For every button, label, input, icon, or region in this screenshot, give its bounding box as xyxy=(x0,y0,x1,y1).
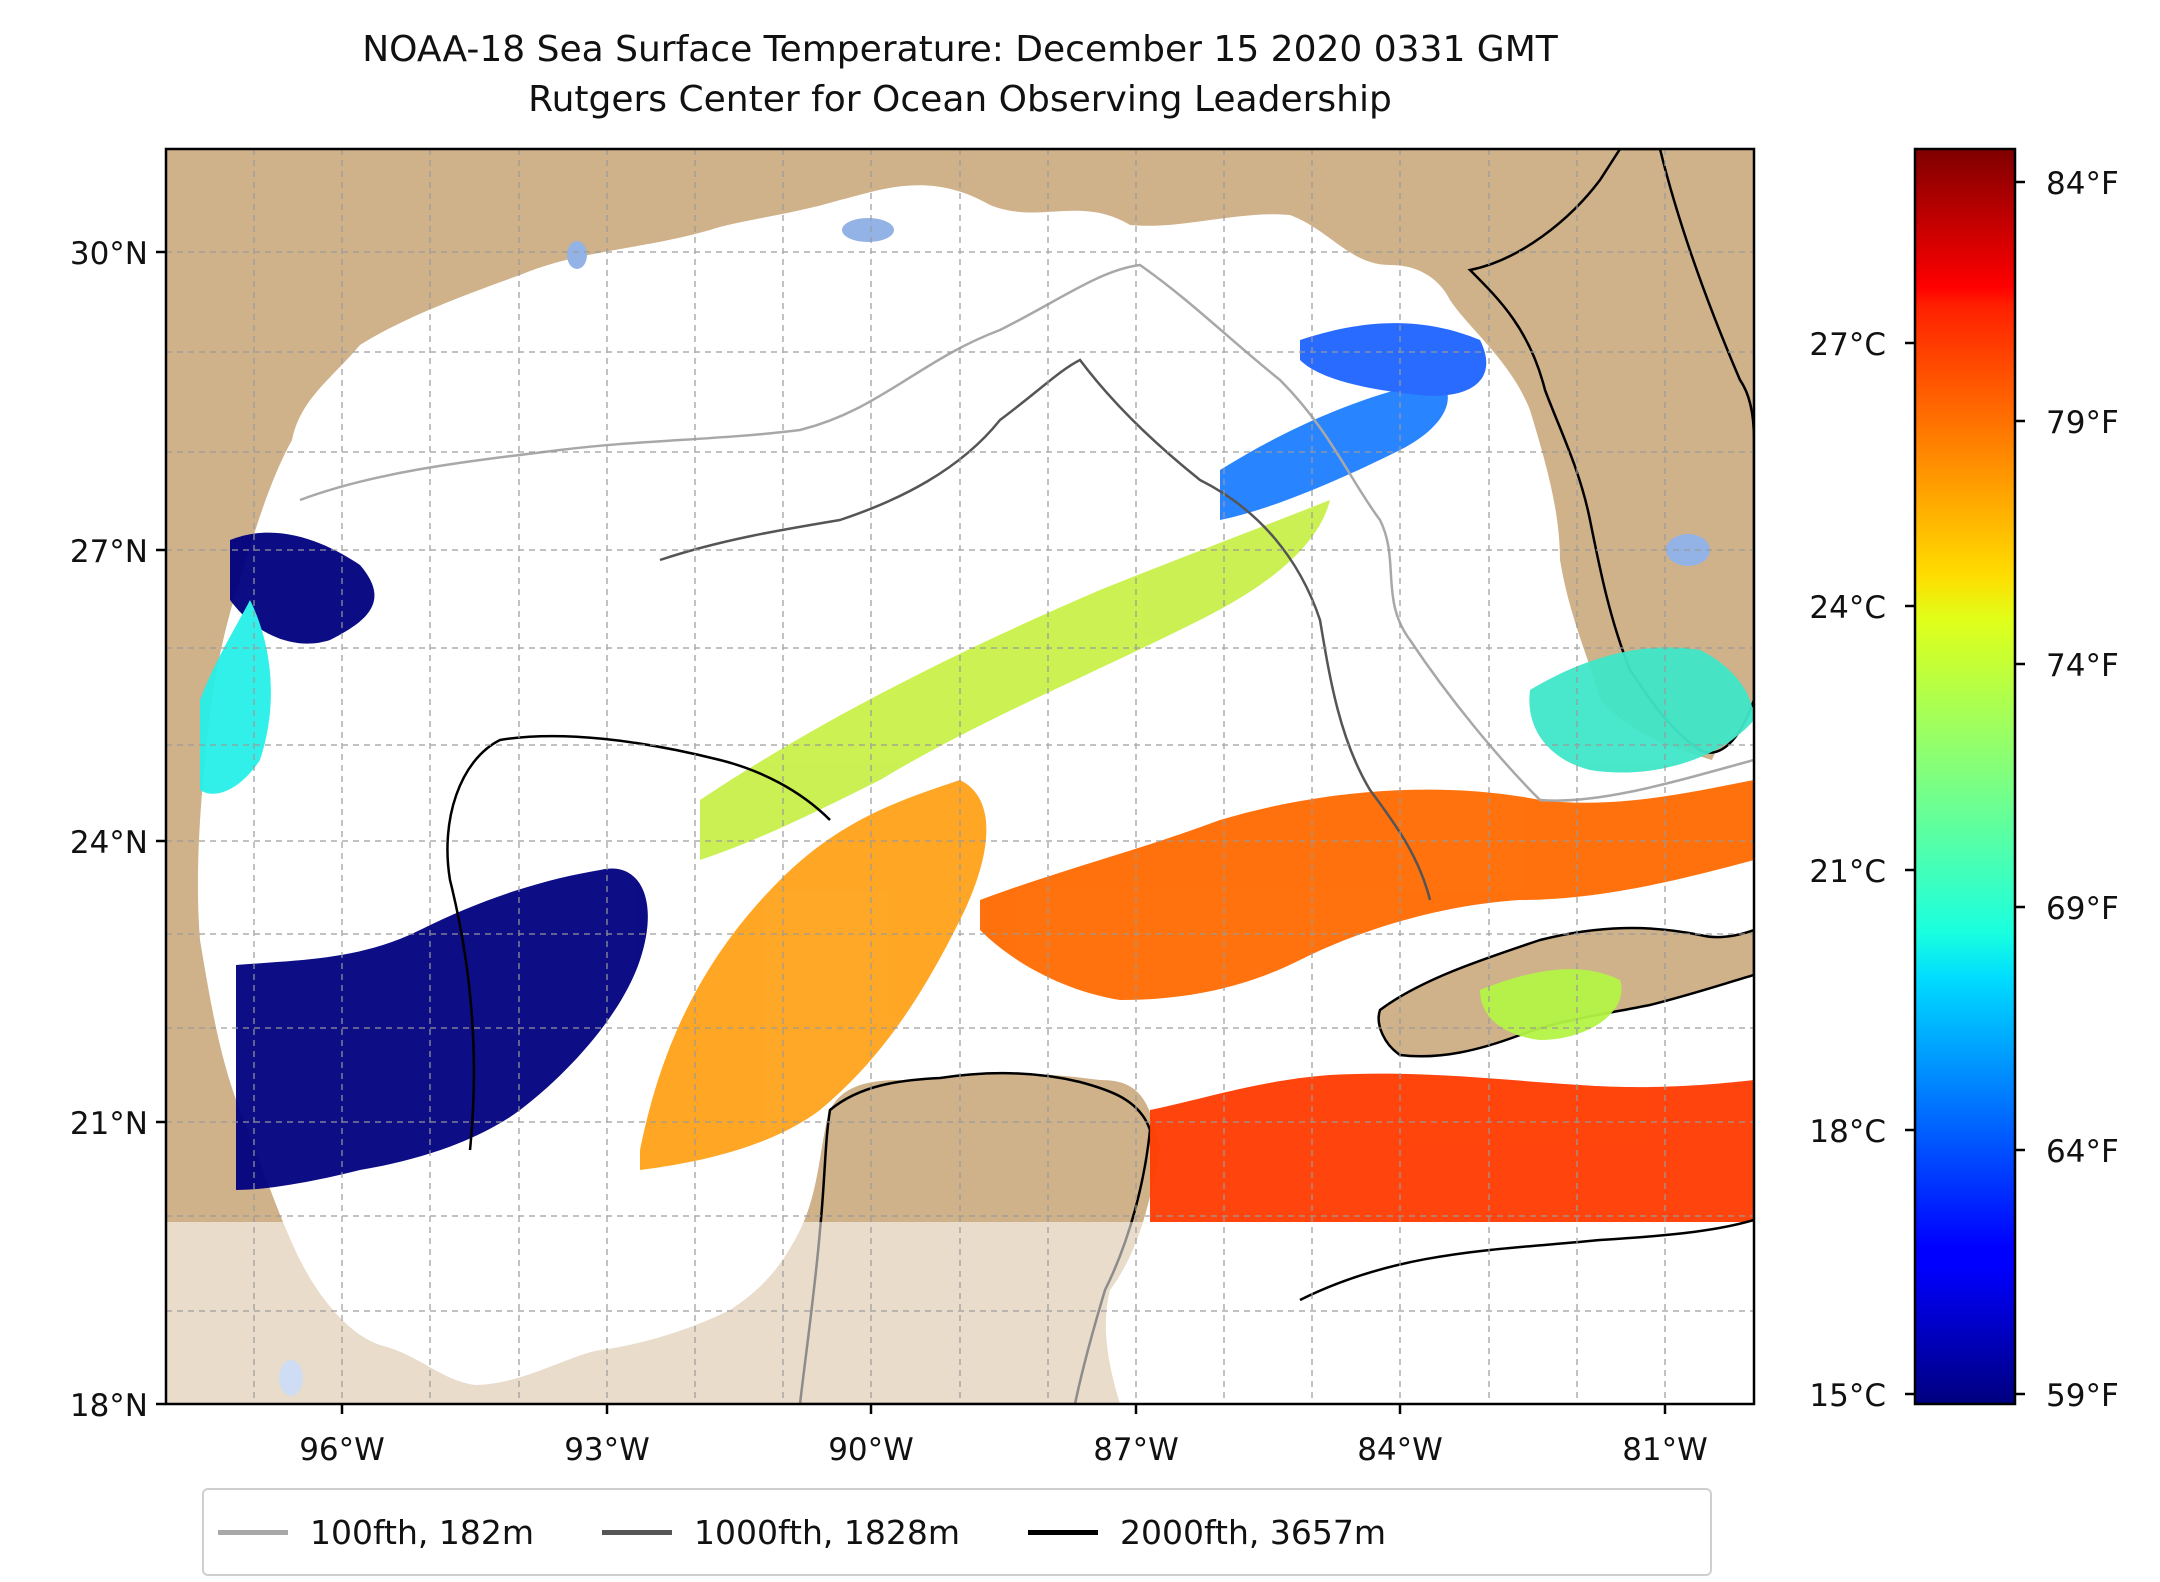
lon-axis xyxy=(340,1404,1667,1414)
colorbar-celsius-label: 27°C xyxy=(1809,327,1886,363)
isobath-2000fth xyxy=(446,734,1754,1302)
lat-tick-label: 24°N xyxy=(70,825,148,861)
lon-tick-label: 96°W xyxy=(299,1432,385,1468)
sst-swath-orange-east xyxy=(980,780,1754,1000)
sst-swath-cold-west xyxy=(236,868,648,1190)
sst-swath-cold-northwest xyxy=(230,532,375,644)
lake xyxy=(842,218,894,242)
lat-axis xyxy=(156,250,166,1406)
colorbar-fahrenheit-label: 69°F xyxy=(2046,891,2119,927)
legend-swatch xyxy=(602,1529,672,1535)
lon-tick-label: 87°W xyxy=(1093,1432,1179,1468)
map-frame xyxy=(164,147,1756,1406)
sst-data-layer xyxy=(200,323,1754,1222)
colorbar-fahrenheit-label: 79°F xyxy=(2046,405,2119,441)
legend-label: 2000fth, 3657m xyxy=(1119,1512,1386,1552)
sst-swath-green-cuba xyxy=(1480,969,1622,1040)
lake xyxy=(567,241,587,269)
sst-swath-cyan-west xyxy=(200,600,271,794)
colorbar-celsius-ticks xyxy=(1905,341,1915,1396)
lat-tick-label: 27°N xyxy=(70,534,148,570)
sst-swath-red-caribbean xyxy=(1150,1073,1754,1222)
legend-label: 100fth, 182m xyxy=(310,1512,534,1552)
lon-tick-label: 93°W xyxy=(564,1432,650,1468)
colorbar-fahrenheit-ticks xyxy=(2015,180,2025,1396)
lon-tick-label: 84°W xyxy=(1357,1432,1443,1468)
colorbar xyxy=(1913,147,2017,1406)
graticule xyxy=(166,149,1754,1404)
colorbar-fahrenheit-label: 74°F xyxy=(2046,648,2119,684)
legend-item-100fth: 100fth, 182m xyxy=(218,1513,534,1552)
map-subtitle: Rutgers Center for Ocean Observing Leade… xyxy=(528,79,1392,120)
colorbar-celsius-label: 18°C xyxy=(1809,1114,1886,1150)
sst-swath-blue-northeast xyxy=(1300,323,1487,396)
lon-tick-label: 90°W xyxy=(828,1432,914,1468)
lat-tick-label: 18°N xyxy=(70,1388,148,1424)
sst-swath-orange-central xyxy=(640,780,987,1170)
colorbar-fahrenheit-label: 59°F xyxy=(2046,1378,2119,1414)
legend-swatch xyxy=(218,1529,288,1535)
legend-label: 1000fth, 1828m xyxy=(694,1512,960,1552)
map-panel xyxy=(166,149,1754,1404)
colorbar-celsius-label: 21°C xyxy=(1809,854,1886,890)
lon-tick-label: 81°W xyxy=(1622,1432,1708,1468)
legend-swatch xyxy=(1027,1529,1098,1535)
colorbar-fahrenheit-label: 64°F xyxy=(2046,1134,2119,1170)
sst-swath-greenyellow-band xyxy=(700,500,1330,860)
isobath-100fth xyxy=(299,263,1754,802)
colorbar-celsius-label: 15°C xyxy=(1809,1378,1886,1414)
isobath-1000fth xyxy=(659,358,1432,901)
legend-item-1000fth: 1000fth, 1828m xyxy=(602,1513,960,1552)
map-title: NOAA-18 Sea Surface Temperature: Decembe… xyxy=(362,29,1558,70)
lat-tick-label: 21°N xyxy=(70,1106,148,1142)
legend-item-2000fth: 2000fth, 3657m xyxy=(1027,1512,1386,1552)
sst-swath-cyan-florida xyxy=(1529,647,1754,773)
isobath-legend: 100fth, 182m 1000fth, 1828m 2000fth, 365… xyxy=(202,1488,1712,1576)
lat-tick-label: 30°N xyxy=(70,236,148,272)
colorbar-fahrenheit-label: 84°F xyxy=(2046,166,2119,202)
colorbar-celsius-label: 24°C xyxy=(1809,590,1886,626)
